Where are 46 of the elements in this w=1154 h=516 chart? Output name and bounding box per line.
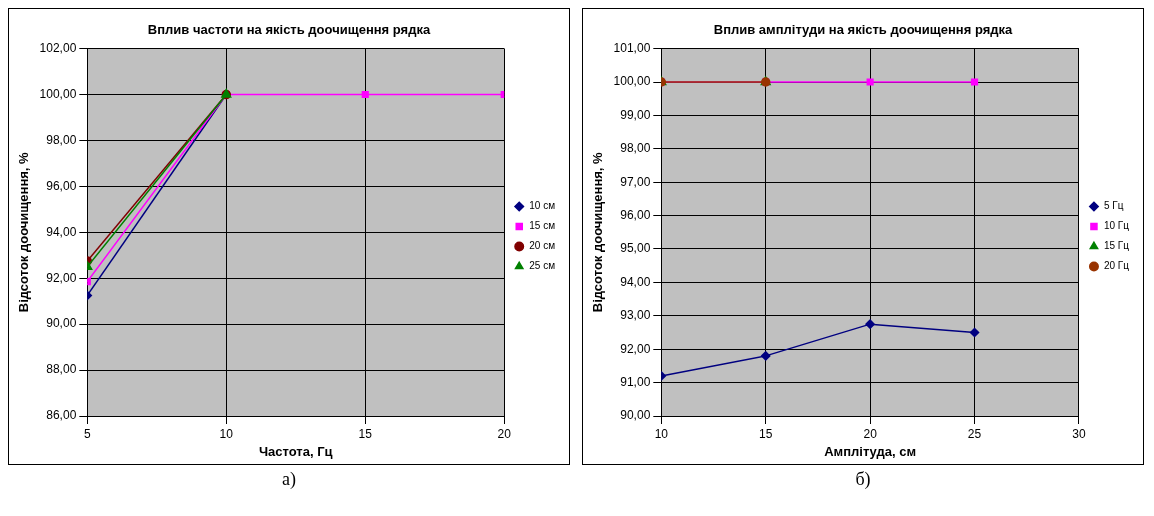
x-tick-label: 10 [219, 426, 234, 441]
x-axis-title: Частота, Гц [258, 443, 333, 459]
y-tick-label: 90,00 [46, 316, 77, 331]
x-tick-label: 20 [863, 426, 878, 441]
x-tick-label: 20 [497, 426, 512, 441]
y-tick-label: 92,00 [620, 341, 651, 356]
y-tick-label: 93,00 [620, 308, 651, 323]
y-tick-label: 90,00 [620, 408, 651, 423]
x-tick-label: 15 [358, 426, 373, 441]
x-tick-label: 10 [654, 426, 669, 441]
y-tick-label: 96,00 [620, 207, 651, 222]
legend-label: 15 см [529, 220, 556, 232]
y-tick-label: 91,00 [620, 374, 651, 389]
text: б) [855, 469, 871, 490]
y-tick-label: 98,00 [620, 141, 651, 156]
y-tick-label: 100,00 [613, 74, 651, 89]
y-tick-label: 86,00 [46, 408, 77, 423]
y-tick-label: 97,00 [620, 174, 651, 189]
y-tick-label: 94,00 [620, 274, 651, 289]
y-axis-title: Відсоток доочищення, % [16, 151, 32, 313]
y-tick-label: 94,00 [46, 224, 77, 239]
y-tick-label: 95,00 [620, 241, 651, 256]
chart-title: Вплив амплітуди на якість доочищення рядка [713, 22, 1014, 38]
legend-label: 25 см [529, 260, 556, 272]
legend-label: 15 Гц [1103, 240, 1130, 252]
x-tick-label: 25 [967, 426, 982, 441]
legend-label: 20 см [529, 240, 556, 252]
x-tick-label: 15 [759, 426, 773, 441]
y-tick-label: 100,00 [39, 86, 77, 101]
text: а) [282, 469, 296, 490]
y-tick-label: 99,00 [620, 107, 651, 122]
legend-label: 20 Гц [1103, 260, 1130, 272]
y-axis-title: Відсоток доочищення, % [590, 151, 606, 313]
y-tick-label: 98,00 [46, 132, 77, 147]
x-axis-title: Амплітуда, см [824, 443, 917, 459]
y-tick-label: 101,00 [613, 40, 651, 55]
y-tick-label: 88,00 [46, 362, 77, 377]
y-tick-label: 102,00 [39, 40, 77, 55]
legend-label: 10 Гц [1103, 220, 1130, 232]
chart-title: Вплив частоти на якість доочищення рядка [147, 22, 431, 38]
x-tick-label: 30 [1072, 426, 1086, 441]
x-tick-label: 5 [83, 426, 91, 441]
legend-label: 5 Гц [1103, 200, 1124, 212]
y-tick-label: 96,00 [46, 178, 77, 193]
y-tick-label: 92,00 [46, 270, 77, 285]
legend-label: 10 см [529, 200, 556, 212]
